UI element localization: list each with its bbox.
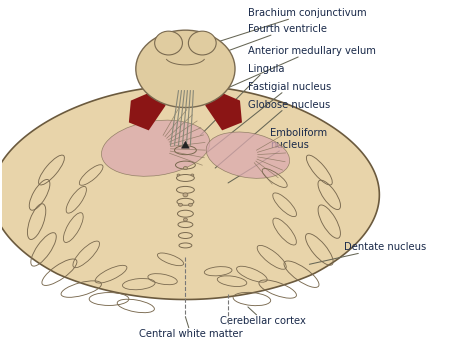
Text: Lingula: Lingula	[201, 64, 284, 135]
Ellipse shape	[191, 174, 194, 176]
Ellipse shape	[177, 174, 180, 176]
Ellipse shape	[188, 31, 216, 55]
Text: Brachium conjunctivum: Brachium conjunctivum	[195, 8, 366, 49]
Polygon shape	[155, 84, 215, 118]
Polygon shape	[129, 89, 165, 130]
Text: Fourth ventricle: Fourth ventricle	[201, 24, 327, 61]
Ellipse shape	[183, 167, 187, 169]
Ellipse shape	[183, 218, 187, 221]
Ellipse shape	[183, 193, 188, 197]
Ellipse shape	[101, 120, 210, 176]
Ellipse shape	[136, 30, 235, 107]
Text: Emboliform
nucleus: Emboliform nucleus	[228, 128, 327, 183]
Text: Anterior medullary velum: Anterior medullary velum	[210, 46, 376, 96]
Text: Globose nucleus: Globose nucleus	[215, 99, 330, 168]
Polygon shape	[205, 89, 242, 130]
Text: Cerebellar cortex: Cerebellar cortex	[220, 307, 306, 326]
Ellipse shape	[206, 132, 290, 178]
Polygon shape	[0, 86, 379, 300]
Ellipse shape	[155, 31, 182, 55]
Polygon shape	[182, 141, 190, 148]
Ellipse shape	[179, 203, 182, 206]
Text: Fastigial nucleus: Fastigial nucleus	[207, 82, 331, 152]
Ellipse shape	[188, 203, 192, 206]
Text: Central white matter: Central white matter	[139, 317, 243, 339]
Text: Dentate nucleus: Dentate nucleus	[310, 243, 427, 264]
